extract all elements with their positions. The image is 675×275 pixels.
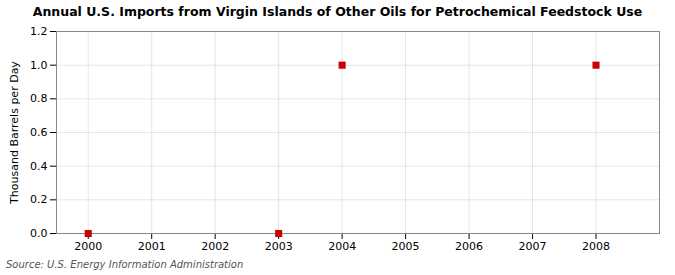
- svg-text:2005: 2005: [392, 240, 420, 253]
- svg-text:1.2: 1.2: [30, 25, 48, 38]
- svg-text:0.0: 0.0: [30, 227, 48, 240]
- svg-text:2006: 2006: [455, 240, 483, 253]
- svg-text:0.8: 0.8: [30, 92, 48, 105]
- svg-text:2004: 2004: [328, 240, 356, 253]
- html-text:Annual U.S. Imports from Virgi: Annual U.S. Imports from Virgin Islands …: [32, 4, 643, 19]
- svg-text:2000: 2000: [74, 240, 102, 253]
- svg-text:2002: 2002: [201, 240, 229, 253]
- svg-text:2008: 2008: [582, 240, 610, 253]
- svg-text:0.4: 0.4: [30, 160, 48, 173]
- html-text:Source: U.S. Energy Informatio: Source: U.S. Energy Information Administ…: [6, 259, 244, 270]
- svg-text:Thousand Barrels per Day: Thousand Barrels per Day: [8, 61, 21, 205]
- svg-text:2003: 2003: [265, 240, 293, 253]
- svg-text:1.0: 1.0: [30, 59, 48, 72]
- svg-text:2007: 2007: [519, 240, 547, 253]
- svg-text:2001: 2001: [138, 240, 166, 253]
- svg-text:0.6: 0.6: [30, 126, 48, 139]
- svg-text:0.2: 0.2: [30, 193, 48, 206]
